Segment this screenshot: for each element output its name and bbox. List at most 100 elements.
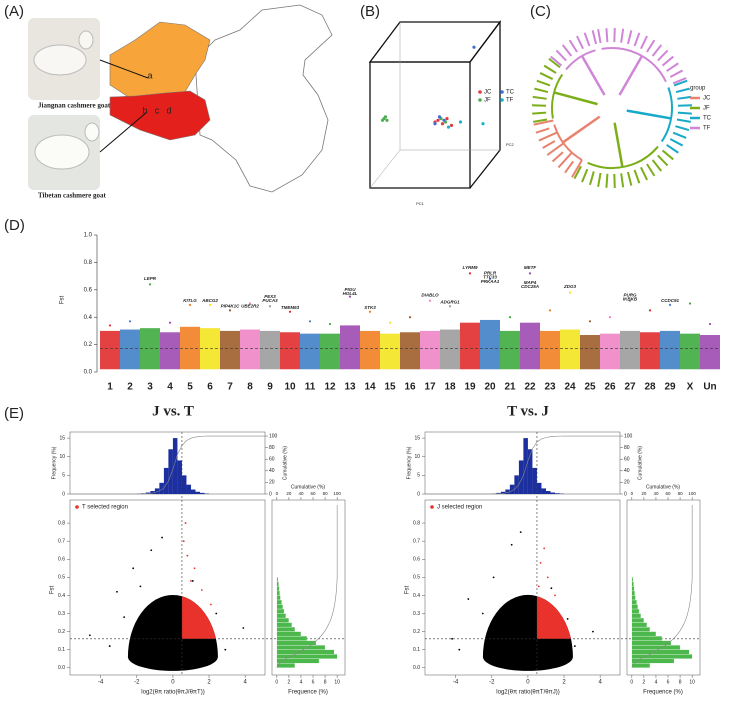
peak-point [348,295,352,298]
pca-point [440,122,445,126]
x2-tick-label: 20 [286,491,292,496]
y-tick-label: 5 [62,473,65,479]
gene-label: LYRM9 [463,265,478,270]
point [150,549,153,552]
point [215,612,218,615]
chromosome-label: 8 [247,382,253,393]
hist-bar [541,488,546,494]
y2-tick-label: 40 [269,468,275,474]
x2-axis-title: Cumulative (%) [291,484,326,490]
gene-label: HOL4L [343,291,358,296]
hist-bar [276,635,308,641]
tree-branch [626,109,672,120]
selected-point [190,580,192,582]
y-tick-label: 0.1 [58,647,65,653]
pca-point [380,118,385,122]
y-axis-title: Fst [60,296,66,305]
x-axis-title: Frequence (%) [288,690,328,696]
y-tick-label: 0.4 [84,315,93,321]
cube-edge [369,149,401,189]
point [132,567,135,570]
hist-bar [276,626,296,632]
point [242,627,245,629]
chromosome-band [260,330,280,370]
gene-label: ZDG3 [563,284,576,289]
chromosome-band [240,329,260,370]
y-tick-label: 0 [417,491,420,497]
tree-arc [660,87,673,143]
chromosome-band [540,330,560,370]
tree-branch [561,44,573,57]
hist-bar [276,577,279,583]
legend-label: JF [484,98,491,104]
scatter-cloud [88,522,245,671]
y2-tick-label: 0 [269,491,272,497]
peak-point [328,322,332,326]
peak-point [708,322,712,326]
tree-branch [542,140,556,149]
pca-point [437,115,442,119]
chromosome-band [520,322,540,370]
chromosome-band [340,325,360,370]
y-tick-label: 0.8 [84,260,93,266]
y-axis-title: Frequency (%) [51,446,57,479]
hist-bar [276,645,326,650]
point [224,648,227,651]
connector [99,59,149,79]
x-tick-label: 4 [243,680,247,686]
china-outline [194,4,333,193]
selected-point [539,561,542,564]
hist-bar [276,631,302,637]
selected-point [537,585,540,588]
selected-point [554,594,556,597]
chromosome-label: 17 [424,382,436,393]
hist-bar [631,608,640,614]
peak-point [288,310,292,313]
tree-branch [676,118,691,123]
y-tick-label: 0.5 [58,575,65,581]
goat-body [34,134,90,170]
peak-point [548,309,552,312]
peak-point [368,310,372,313]
pca-point [458,120,463,124]
chromosome-label: 5 [187,382,193,393]
tree-branch [666,62,679,72]
tree-arc [565,49,596,71]
chromosome-label: 2 [127,382,133,393]
tree-branch [626,171,633,186]
tree-branch [672,77,687,85]
tree-branch [677,95,692,100]
pca-point [383,115,388,119]
hist-bar [514,475,519,494]
tree-branch [620,28,625,43]
point [592,630,594,633]
axis-title: PC2 [506,142,515,147]
cumulative-curve [425,435,620,495]
chromosome-band [380,333,400,370]
peak-point [648,309,652,312]
x2-tick-label: 100 [333,491,341,496]
point [550,587,553,590]
y-tick-label: 0.2 [413,629,420,635]
hist-bar [631,599,637,605]
chromosome-band [420,330,440,370]
chromosome-band [600,333,620,370]
chromosome-label: 21 [504,382,516,393]
tree-branch [580,55,606,96]
gene-label: DIABLO [421,292,439,297]
peak-point [588,320,592,323]
y-tick-label: 0.2 [84,342,93,348]
x2-axis-title: Cumulative (%) [646,484,681,490]
chromosome-band [560,329,580,370]
chromosome-band [360,330,380,370]
gene-label: STK3 [364,305,376,310]
point [116,590,118,593]
y-tick-label: 0.4 [413,593,420,599]
point [573,645,576,647]
pca-point [446,125,451,129]
peak-point [228,309,232,312]
x2-tick-label: 40 [653,491,659,496]
y-tick-label: 5 [417,473,420,479]
gene-label: METF [524,265,536,270]
goat-head [84,122,100,142]
